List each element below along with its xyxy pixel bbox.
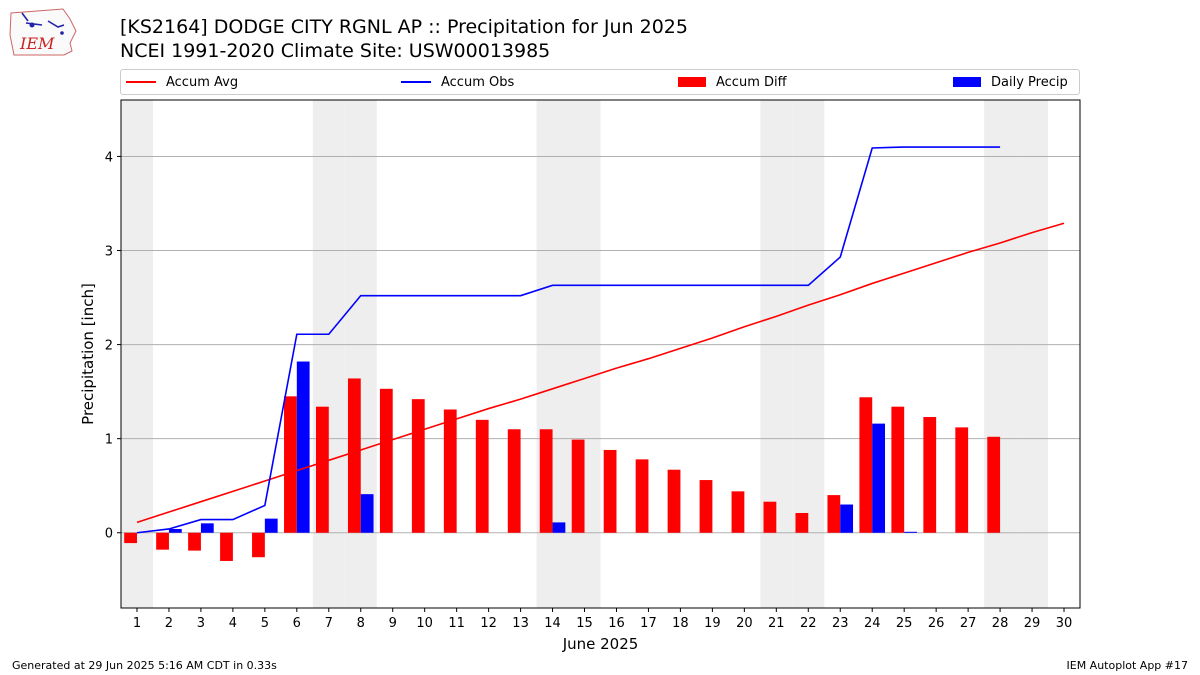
accum-diff-bar-day-7 (315, 406, 329, 533)
x-tick-label-15: 15 (576, 616, 593, 631)
accum-obs-line (136, 146, 1001, 534)
legend-swatch-accum-obs (401, 81, 431, 83)
x-tick-label-29: 29 (1024, 616, 1041, 631)
x-tick-label-25: 25 (896, 616, 913, 631)
x-tick-label-7: 7 (325, 616, 333, 631)
weekend-shade-29 (1016, 100, 1049, 608)
x-tick-label-14: 14 (544, 616, 561, 631)
x-tick-label-8: 8 (357, 616, 365, 631)
x-tick-label-16: 16 (608, 616, 625, 631)
accum-diff-bar-day-21 (763, 501, 777, 533)
accum-diff-bar-day-8 (347, 378, 361, 533)
footer-generated-text: Generated at 29 Jun 2025 5:16 AM CDT in … (12, 659, 277, 672)
accum-diff-bar-day-2 (156, 532, 169, 550)
y-tick-label-1: 1 (105, 433, 113, 448)
accum-diff-bar-day-25 (891, 406, 905, 533)
x-tick-label-27: 27 (960, 616, 977, 631)
x-tick-label-24: 24 (864, 616, 881, 631)
x-tick-label-23: 23 (832, 616, 849, 631)
footer-app-text: IEM Autoplot App #17 (1066, 659, 1189, 672)
x-tick-label-6: 6 (293, 616, 301, 631)
legend-label-accum-diff: Accum Diff (716, 74, 787, 90)
accum-diff-bar-day-27 (955, 427, 969, 533)
chart-title: [KS2164] DODGE CITY RGNL AP :: Precipita… (120, 16, 688, 38)
accum-diff-bar-day-3 (188, 532, 201, 551)
accum-diff-bar-day-24 (859, 397, 873, 533)
accum-diff-bar-day-5 (252, 532, 265, 558)
accum-diff-bar-day-1 (124, 532, 137, 544)
x-tick-label-4: 4 (229, 616, 237, 631)
accum-diff-bar-day-26 (923, 417, 937, 533)
plot-frame (120, 99, 1081, 609)
y-tick-label-3: 3 (105, 245, 113, 260)
daily-precip-bar-day-23 (840, 504, 854, 533)
daily-precip-bar-day-6 (296, 361, 310, 533)
legend-item-accum-avg: Accum Avg (126, 70, 238, 94)
x-tick-label-3: 3 (197, 616, 205, 631)
x-tick-label-18: 18 (672, 616, 689, 631)
daily-precip-bar-day-2 (168, 528, 182, 533)
chart-subtitle: NCEI 1991-2020 Climate Site: USW00013985 (120, 40, 551, 62)
accum-diff-bar-day-17 (635, 459, 649, 533)
x-tick-label-10: 10 (416, 616, 433, 631)
legend-swatch-accum-avg (126, 81, 156, 83)
daily-precip-bar-day-14 (552, 522, 566, 533)
x-tick-label-17: 17 (640, 616, 657, 631)
daily-precip-bar-day-5 (264, 518, 278, 533)
accum-diff-bar-day-15 (571, 439, 585, 533)
legend-item-accum-diff: Accum Diff (678, 70, 787, 94)
y-tick-label-4: 4 (105, 150, 113, 165)
x-tick-label-9: 9 (389, 616, 397, 631)
iem-logo-text: IEM (19, 34, 55, 53)
accum-diff-bar-day-12 (475, 419, 489, 533)
accum-avg-line (136, 222, 1065, 524)
accum-diff-bar-day-23 (827, 495, 841, 533)
daily-precip-bar-day-25 (904, 531, 917, 533)
legend-item-accum-obs: Accum Obs (401, 70, 514, 94)
accum-diff-bar-day-11 (443, 409, 457, 533)
accum-diff-bar-day-19 (699, 480, 713, 533)
x-axis-label: June 2025 (562, 635, 639, 653)
x-tick-label-26: 26 (928, 616, 945, 631)
accum-diff-bar-day-28 (987, 436, 1001, 533)
x-tick-label-20: 20 (736, 616, 753, 631)
accum-diff-bar-day-9 (379, 388, 393, 533)
x-tick-label-12: 12 (480, 616, 497, 631)
x-tick-label-30: 30 (1056, 616, 1073, 631)
legend-item-daily-precip: Daily Precip (953, 70, 1068, 94)
x-tick-label-1: 1 (133, 616, 141, 631)
accum-diff-bar-day-13 (507, 429, 521, 533)
accum-diff-bar-day-10 (411, 399, 425, 533)
x-tick-label-13: 13 (512, 616, 529, 631)
x-tick-label-21: 21 (768, 616, 785, 631)
daily-precip-bar-day-3 (200, 523, 214, 533)
x-tick-label-28: 28 (992, 616, 1009, 631)
legend-label-accum-avg: Accum Avg (166, 74, 239, 90)
accum-diff-bar-day-18 (667, 469, 681, 533)
accum-diff-bar-day-16 (603, 449, 617, 533)
weekend-shade-1 (121, 100, 153, 608)
accum-diff-bar-day-22 (795, 512, 809, 533)
legend-swatch-daily-precip (953, 77, 981, 87)
legend-label-daily-precip: Daily Precip (991, 74, 1068, 90)
x-tick-label-11: 11 (448, 616, 465, 631)
x-tick-label-5: 5 (261, 616, 269, 631)
accum-diff-bar-day-20 (731, 491, 745, 533)
y-tick-label-0: 0 (105, 527, 113, 542)
accum-diff-bar-day-6 (284, 396, 297, 533)
accum-diff-bar-day-4 (220, 532, 233, 561)
y-tick-label-2: 2 (105, 339, 113, 354)
legend-swatch-accum-diff (678, 77, 706, 87)
daily-precip-bar-day-8 (360, 494, 374, 533)
x-tick-label-2: 2 (165, 616, 173, 631)
x-tick-label-19: 19 (704, 616, 721, 631)
iem-logo: IEM (8, 5, 80, 63)
legend-label-accum-obs: Accum Obs (441, 74, 515, 90)
accum-diff-bar-day-14 (539, 429, 553, 533)
daily-precip-bar-day-24 (872, 423, 886, 533)
legend: Accum Avg Accum Obs Accum Diff Daily Pre… (120, 69, 1080, 95)
y-axis-label: Precipitation [inch] (79, 283, 97, 425)
x-tick-label-22: 22 (800, 616, 817, 631)
